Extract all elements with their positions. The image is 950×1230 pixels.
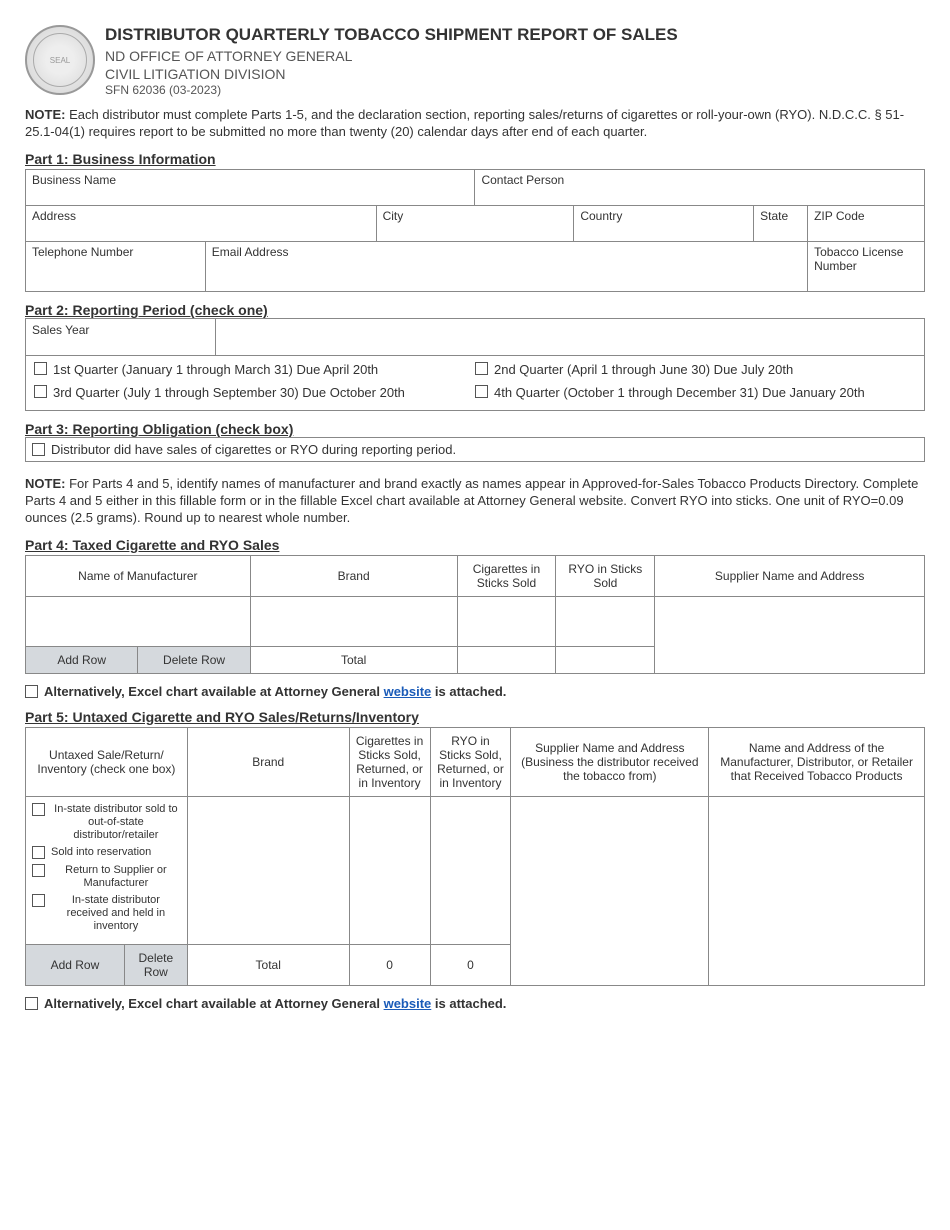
attach-4: Alternatively, Excel chart available at … [25,684,925,699]
field-country[interactable]: Country [574,206,754,242]
checkbox-icon[interactable] [32,864,45,877]
note-2-text: For Parts 4 and 5, identify names of man… [25,476,918,525]
p5-total-cig: 0 [349,944,430,985]
delete-row-button[interactable]: Delete Row [138,646,250,673]
quarter-options: 1st Quarter (January 1 through March 31)… [26,355,924,410]
p5-h-ryo: RYO in Sticks Sold, Returned, or in Inve… [430,727,511,796]
p5-h-cig: Cigarettes in Sticks Sold, Returned, or … [349,727,430,796]
p4-h-cig: Cigarettes in Sticks Sold [457,555,556,596]
sales-year-label: Sales Year [26,319,216,355]
field-state[interactable]: State [754,206,808,242]
part-4-title: Part 4: Taxed Cigarette and RYO Sales [25,537,925,553]
field-license[interactable]: Tobacco License Number [808,242,925,292]
p5-check-cell: In-state distributor sold to out-of-stat… [26,796,188,944]
part-2-box: Sales Year 1st Quarter (January 1 throug… [25,318,925,411]
p5-total-label: Total [187,944,349,985]
attach-5-suffix: is attached. [431,996,506,1011]
p5-check-3[interactable]: Return to Supplier or Manufacturer [32,864,181,890]
document-header: SEAL DISTRIBUTOR QUARTERLY TOBACCO SHIPM… [25,25,925,97]
division-name: CIVIL LITIGATION DIVISION [105,65,678,83]
p4-h-supplier: Supplier Name and Address [655,555,925,596]
header-text: DISTRIBUTOR QUARTERLY TOBACCO SHIPMENT R… [105,25,678,97]
obligation-checkbox[interactable] [32,443,45,456]
p5-check-2[interactable]: Sold into reservation [32,846,181,859]
field-contact-person[interactable]: Contact Person [475,170,925,206]
checkbox-icon[interactable] [32,846,45,859]
p5-check-1[interactable]: In-state distributor sold to out-of-stat… [32,803,181,843]
field-telephone[interactable]: Telephone Number [26,242,206,292]
p4-h-brand: Brand [250,555,457,596]
office-name: ND OFFICE OF ATTORNEY GENERAL [105,47,678,65]
field-zip[interactable]: ZIP Code [808,206,925,242]
p5-h-recipient: Name and Address of the Manufacturer, Di… [709,727,925,796]
quarter-2-option[interactable]: 2nd Quarter (April 1 through June 30) Du… [475,362,916,377]
checkbox-icon[interactable] [32,894,45,907]
part-5-title: Part 5: Untaxed Cigarette and RYO Sales/… [25,709,925,725]
note-1-text: Each distributor must complete Parts 1-5… [25,107,904,139]
p5-h-brand: Brand [187,727,349,796]
state-seal-icon: SEAL [25,25,95,95]
delete-row-button[interactable]: Delete Row [124,944,187,985]
part-5-table: Untaxed Sale/Return/ Inventory (check on… [25,727,925,986]
p5-h-supplier: Supplier Name and Address (Business the … [511,727,709,796]
part-1-title: Part 1: Business Information [25,151,925,167]
checkbox-icon[interactable] [34,385,47,398]
attach-4-suffix: is attached. [431,684,506,699]
note-1-label: NOTE: [25,107,65,122]
p4-h-ryo: RYO in Sticks Sold [556,555,655,596]
p4-total-cig [457,646,556,673]
field-email[interactable]: Email Address [205,242,807,292]
checkbox-icon[interactable] [32,803,45,816]
note-2: NOTE: For Parts 4 and 5, identify names … [25,476,925,527]
attach-4-prefix: Alternatively, Excel chart available at … [44,684,384,699]
note-1: NOTE: Each distributor must complete Par… [25,107,925,141]
add-row-button[interactable]: Add Row [26,944,125,985]
note-2-label: NOTE: [25,476,65,491]
checkbox-icon[interactable] [475,362,488,375]
p4-h-manufacturer: Name of Manufacturer [26,555,251,596]
add-row-button[interactable]: Add Row [26,646,138,673]
obligation-text: Distributor did have sales of cigarettes… [51,442,456,457]
part-4-table: Name of Manufacturer Brand Cigarettes in… [25,555,925,674]
attach-4-checkbox[interactable] [25,685,38,698]
part-1-grid: Business Name Contact Person Address Cit… [25,169,925,292]
table-row[interactable]: In-state distributor sold to out-of-stat… [26,796,925,944]
field-sales-year[interactable] [216,319,924,355]
p4-total-ryo [556,646,655,673]
part-3-box: Distributor did have sales of cigarettes… [25,437,925,462]
attach-5-prefix: Alternatively, Excel chart available at … [44,996,384,1011]
field-address[interactable]: Address [26,206,377,242]
p5-h-untaxed: Untaxed Sale/Return/ Inventory (check on… [26,727,188,796]
doc-title: DISTRIBUTOR QUARTERLY TOBACCO SHIPMENT R… [105,25,678,45]
field-city[interactable]: City [376,206,574,242]
attach-4-link[interactable]: website [384,684,432,699]
table-row[interactable] [26,596,925,646]
part-3-title: Part 3: Reporting Obligation (check box) [25,421,925,437]
attach-5-link[interactable]: website [384,996,432,1011]
checkbox-icon[interactable] [34,362,47,375]
p4-total-label: Total [250,646,457,673]
p5-check-4[interactable]: In-state distributor received and held i… [32,894,181,934]
quarter-1-option[interactable]: 1st Quarter (January 1 through March 31)… [34,362,475,377]
quarter-4-option[interactable]: 4th Quarter (October 1 through December … [475,385,916,400]
field-business-name[interactable]: Business Name [26,170,475,206]
quarter-3-option[interactable]: 3rd Quarter (July 1 through September 30… [34,385,475,400]
part-2-title: Part 2: Reporting Period (check one) [25,302,925,318]
checkbox-icon[interactable] [475,385,488,398]
form-id: SFN 62036 (03-2023) [105,83,678,97]
p5-total-ryo: 0 [430,944,511,985]
attach-5-checkbox[interactable] [25,997,38,1010]
attach-5: Alternatively, Excel chart available at … [25,996,925,1011]
